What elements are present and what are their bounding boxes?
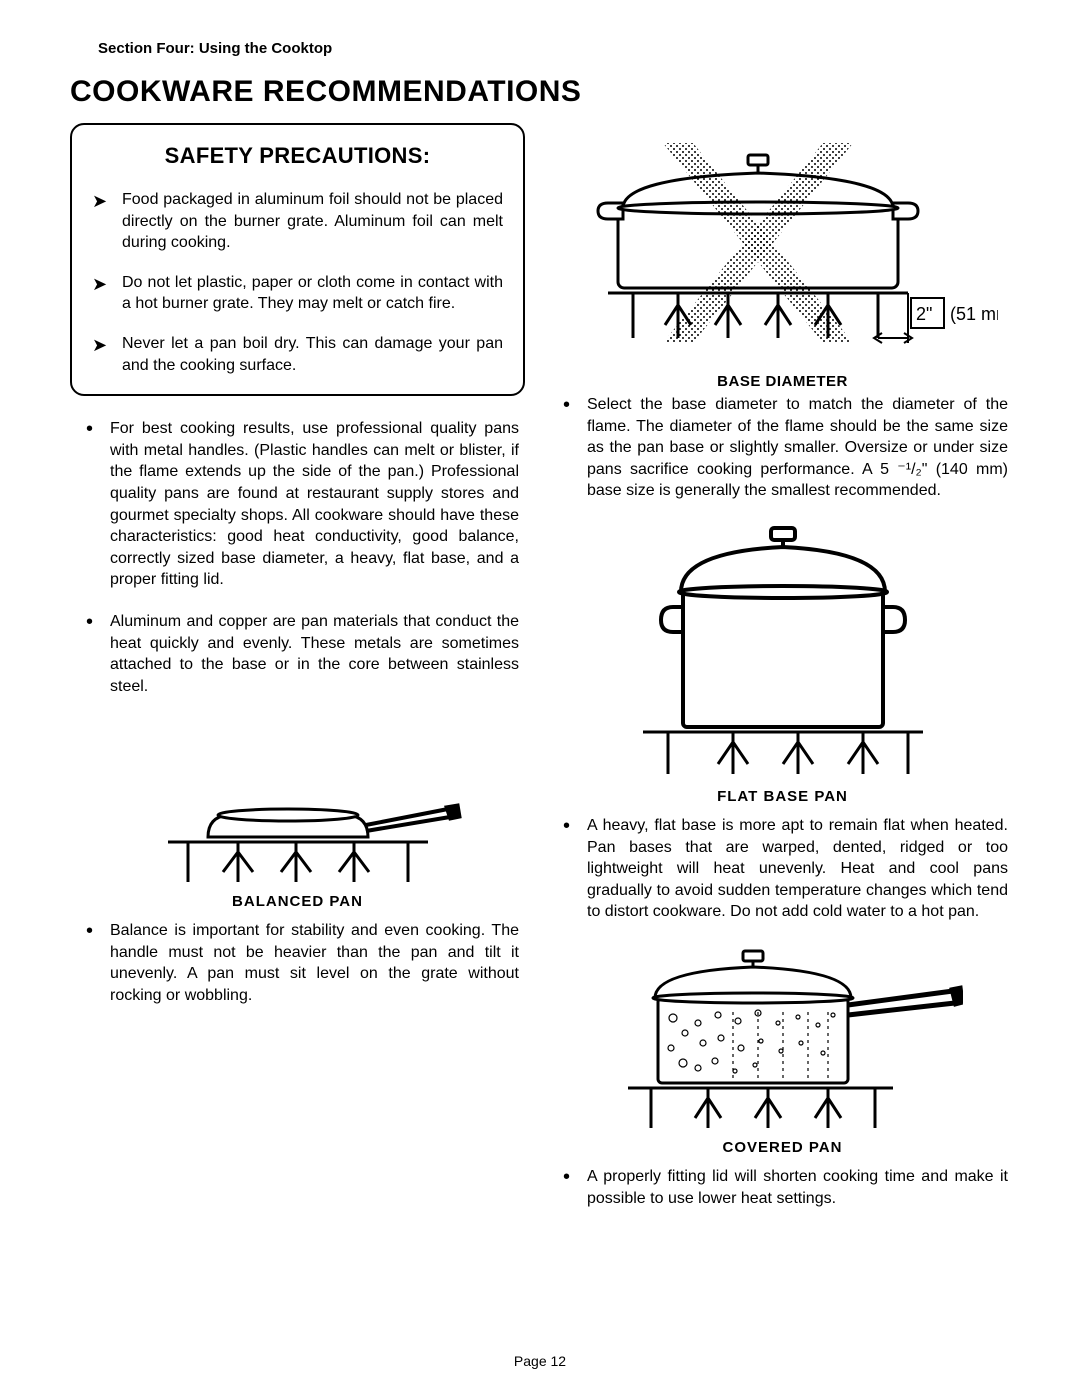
- left-column: SAFETY PRECAUTIONS: Food packaged in alu…: [70, 123, 525, 1229]
- flat-base-pan-figure: FLAT BASE PAN: [555, 522, 1010, 805]
- flat-base-text: A heavy, flat base is more apt to remain…: [555, 815, 1010, 923]
- base-diameter-title: BASE DIAMETER: [555, 373, 1010, 390]
- list-item: Aluminum and copper are pan materials th…: [80, 611, 519, 697]
- base-diameter-text: Select the base diameter to match the di…: [555, 394, 1010, 502]
- page-number: Page 12: [0, 1353, 1080, 1369]
- list-item: Balance is important for stability and e…: [80, 920, 519, 1006]
- dim-mm-label: (51 mm): [950, 304, 998, 324]
- balanced-pan-figure: BALANCED PAN: [70, 787, 525, 910]
- flat-base-caption: FLAT BASE PAN: [555, 788, 1010, 805]
- right-column: 2" (51 mm) BASE DIAMETER Select the base…: [555, 123, 1010, 1229]
- safety-item: Do not let plastic, paper or cloth come …: [92, 272, 503, 315]
- safety-list: Food packaged in aluminum foil should no…: [92, 189, 503, 376]
- covered-pan-figure: COVERED PAN: [555, 943, 1010, 1156]
- balanced-pan-caption: BALANCED PAN: [70, 893, 525, 910]
- list-item: Select the base diameter to match the di…: [557, 394, 1008, 502]
- list-item: A heavy, flat base is more apt to remain…: [557, 815, 1008, 923]
- safety-precautions-box: SAFETY PRECAUTIONS: Food packaged in alu…: [70, 123, 525, 396]
- list-item: For best cooking results, use profession…: [80, 418, 519, 591]
- covered-pan-caption: COVERED PAN: [555, 1139, 1010, 1156]
- page-title: COOKWARE RECOMMENDATIONS: [70, 75, 1010, 109]
- base-diameter-figure: 2" (51 mm): [555, 133, 1010, 363]
- list-item: A properly fitting lid will shorten cook…: [557, 1166, 1008, 1209]
- safety-title: SAFETY PRECAUTIONS:: [92, 143, 503, 169]
- two-column-layout: SAFETY PRECAUTIONS: Food packaged in alu…: [70, 123, 1010, 1229]
- safety-item: Food packaged in aluminum foil should no…: [92, 189, 503, 254]
- balanced-text-list: Balance is important for stability and e…: [70, 920, 525, 1006]
- covered-pan-text: A properly fitting lid will shorten cook…: [555, 1166, 1010, 1209]
- safety-item: Never let a pan boil dry. This can damag…: [92, 333, 503, 376]
- balanced-pan-icon: [128, 787, 468, 887]
- left-bullet-list: For best cooking results, use profession…: [70, 418, 525, 697]
- covered-pan-icon: [603, 943, 963, 1133]
- dim-inch-label: 2": [916, 304, 932, 324]
- section-header: Section Four: Using the Cooktop: [98, 40, 1010, 57]
- oversize-pan-icon: 2" (51 mm): [568, 133, 998, 363]
- flat-base-pan-icon: [623, 522, 943, 782]
